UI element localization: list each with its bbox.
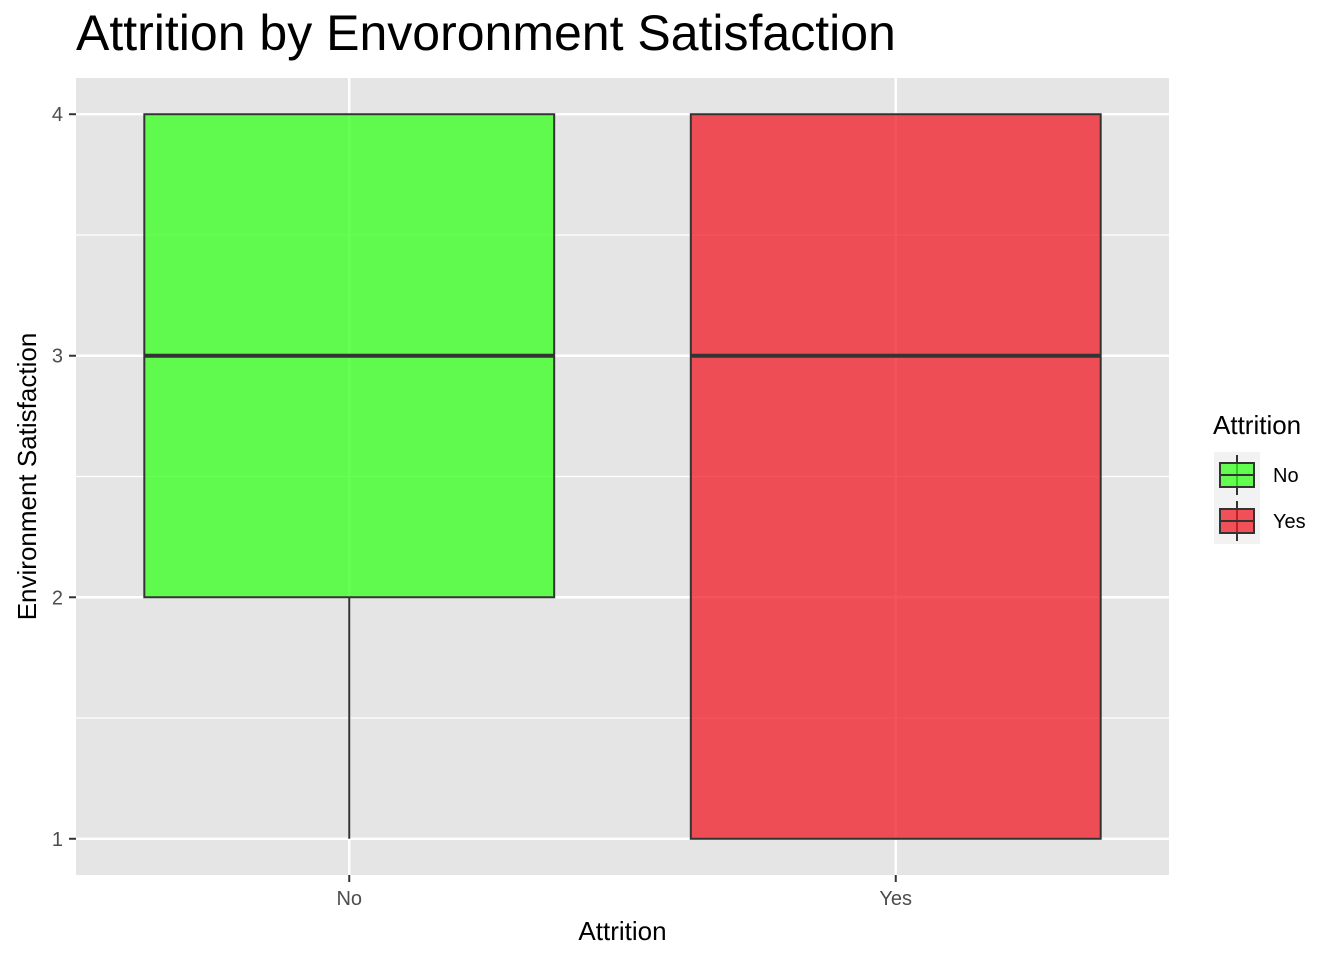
x-tick-label: No: [336, 888, 362, 910]
legend-title: Attrition: [1213, 410, 1301, 440]
x-axis: No Yes: [336, 875, 912, 910]
box-yes: [689, 113, 1102, 840]
chart-title: Attrition by Envoronment Satisfaction: [76, 5, 896, 61]
legend-label: No: [1273, 465, 1299, 487]
x-tick-label: Yes: [879, 888, 912, 910]
box-body: [689, 113, 1102, 840]
y-tick-label: 1: [52, 829, 63, 851]
box-no: [143, 113, 556, 839]
y-tick-label: 3: [52, 346, 63, 368]
y-tick-label: 4: [52, 104, 63, 126]
y-axis-title: Environment Satisfaction: [12, 333, 42, 621]
x-axis-title: Attrition: [578, 916, 666, 946]
y-tick-label: 2: [52, 587, 63, 609]
boxes: [143, 113, 1102, 840]
y-axis: 1 2 3 4: [52, 104, 76, 851]
legend: Attrition No Yes: [1213, 410, 1306, 544]
legend-label: Yes: [1273, 511, 1306, 533]
